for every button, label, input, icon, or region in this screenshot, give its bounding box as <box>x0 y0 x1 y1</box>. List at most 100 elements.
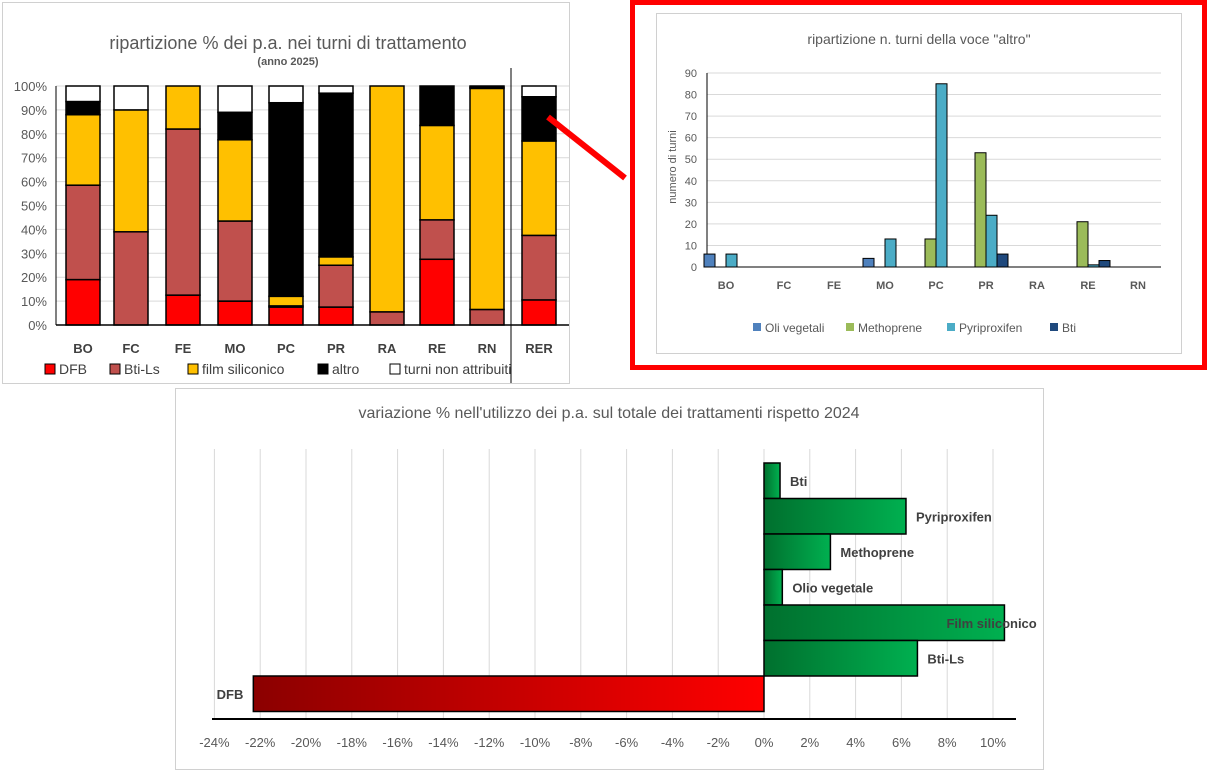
y-tick-label: 20 <box>685 219 697 231</box>
x-tick-label: PR <box>978 280 993 292</box>
x-tick-label: 0% <box>755 735 774 750</box>
bar-film-siliconico <box>763 604 1006 642</box>
bar-segment-film-siliconico <box>369 85 405 313</box>
legend-swatch <box>389 363 401 375</box>
bar-methoprene <box>924 238 937 268</box>
x-tick-label: -4% <box>661 735 685 750</box>
x-tick-label: 2% <box>800 735 819 750</box>
x-tick-label: MO <box>876 280 894 292</box>
x-tick-label: RE <box>428 341 446 356</box>
y-tick-label: 70 <box>685 111 697 123</box>
bar-segment-altro <box>521 96 557 142</box>
bar-label: Methoprene <box>840 545 914 560</box>
bar-pyriproxifen <box>884 238 897 268</box>
x-tick-label: RA <box>1029 280 1045 292</box>
y-tick-label: 30% <box>21 246 47 261</box>
bar-pyriproxifen <box>935 83 948 268</box>
y-tick-label: 10% <box>21 294 47 309</box>
bar-pyriproxifen <box>1087 264 1100 268</box>
bar-segment-altro <box>268 101 304 298</box>
y-tick-label: 0% <box>28 318 47 333</box>
y-tick-label: 80% <box>21 127 47 142</box>
y-tick-label: 10 <box>685 240 697 252</box>
bar-segment-bti-ls <box>369 311 405 326</box>
bar-segment-turni-non-attribuiti <box>65 85 101 103</box>
bar-methoprene <box>763 533 832 571</box>
bar-segment-film-siliconico <box>217 139 253 222</box>
bar-segment-dfb <box>419 258 455 326</box>
y-tick-label: 90 <box>685 68 697 80</box>
x-tick-label: PR <box>327 341 346 356</box>
legend-swatch <box>44 363 56 375</box>
bar-segment-turni-non-attribuiti <box>521 85 557 98</box>
y-tick-label: 20% <box>21 270 47 285</box>
chart1-subtitle: (anno 2025) <box>257 56 318 68</box>
bar-olio-vegetale <box>763 568 784 606</box>
bar-oli-vegetali <box>862 257 875 268</box>
x-tick-label: RN <box>1130 280 1146 292</box>
x-tick-label: PC <box>928 280 943 292</box>
bar-segment-dfb <box>521 299 557 326</box>
legend-label: Bti-Ls <box>124 361 160 377</box>
highlight-frame <box>630 0 1207 370</box>
legend-label: altro <box>332 361 359 377</box>
variation-chart: variazione % nell'utilizzo dei p.a. sul … <box>199 405 1037 750</box>
altro-chart: ripartizione n. turni della voce "altro"… <box>667 31 1161 335</box>
x-tick-label: -12% <box>474 735 505 750</box>
y-tick-label: 50 <box>685 154 697 166</box>
x-tick-label: 8% <box>938 735 957 750</box>
legend-label: DFB <box>59 361 87 377</box>
legend-swatch <box>109 363 121 375</box>
x-tick-label: RA <box>378 341 397 356</box>
bar-oli-vegetali <box>703 253 716 268</box>
x-tick-label: -6% <box>615 735 639 750</box>
x-tick-label: FE <box>827 280 841 292</box>
legend-label: film siliconico <box>202 361 285 377</box>
bar-segment-film-siliconico <box>469 87 505 311</box>
x-tick-label: FC <box>122 341 140 356</box>
bar-dfb <box>252 675 765 713</box>
bar-label: Pyriproxifen <box>916 509 992 524</box>
x-tick-label: BO <box>73 341 93 356</box>
y-tick-label: 60% <box>21 175 47 190</box>
altro-chart-panel: ripartizione n. turni della voce "altro"… <box>656 13 1182 354</box>
bar-segment-bti-ls <box>318 264 354 308</box>
bar-segment-turni-non-attribuiti <box>268 85 304 104</box>
bar-segment-dfb <box>268 306 304 326</box>
bar-label: Olio vegetale <box>792 580 873 595</box>
bar-segment-film-siliconico <box>521 140 557 237</box>
legend-label: turni non attribuiti <box>404 361 511 377</box>
x-tick-label: PC <box>277 341 296 356</box>
x-tick-label: RN <box>478 341 497 356</box>
bar-segment-turni-non-attribuiti <box>469 85 505 88</box>
y-tick-label: 0 <box>691 262 697 274</box>
bar-segment-bti-ls <box>65 184 101 281</box>
bar-segment-bti-ls <box>521 234 557 301</box>
y-tick-label: 100% <box>14 79 48 94</box>
bar-pyriproxifen <box>763 497 907 535</box>
legend-label: Pyriproxifen <box>959 321 1022 335</box>
bar-label: Bti <box>790 474 807 489</box>
x-tick-label: RER <box>525 341 553 356</box>
chart1-title: ripartizione % dei p.a. nei turni di tra… <box>109 33 466 53</box>
bar-segment-altro <box>419 85 455 127</box>
bar-methoprene <box>1076 221 1089 268</box>
legend-swatch <box>187 363 199 375</box>
bar-bti <box>996 253 1009 268</box>
y-tick-label: 60 <box>685 133 697 145</box>
x-tick-label: -18% <box>337 735 368 750</box>
y-tick-label: 70% <box>21 151 47 166</box>
x-tick-label: 4% <box>846 735 865 750</box>
bar-segment-film-siliconico <box>65 113 101 186</box>
bar-segment-turni-non-attribuiti <box>318 85 354 94</box>
x-tick-label: -22% <box>245 735 276 750</box>
chart2-ylabel: numero di turni <box>667 130 679 203</box>
legend-swatch <box>753 323 761 331</box>
bar-segment-film-siliconico <box>113 109 149 233</box>
legend-swatch <box>317 363 329 375</box>
y-tick-label: 30 <box>685 197 697 209</box>
y-tick-label: 80 <box>685 90 697 102</box>
y-tick-label: 40% <box>21 222 47 237</box>
y-tick-label: 90% <box>21 103 47 118</box>
stacked-chart: ripartizione % dei p.a. nei turni di tra… <box>14 33 569 383</box>
